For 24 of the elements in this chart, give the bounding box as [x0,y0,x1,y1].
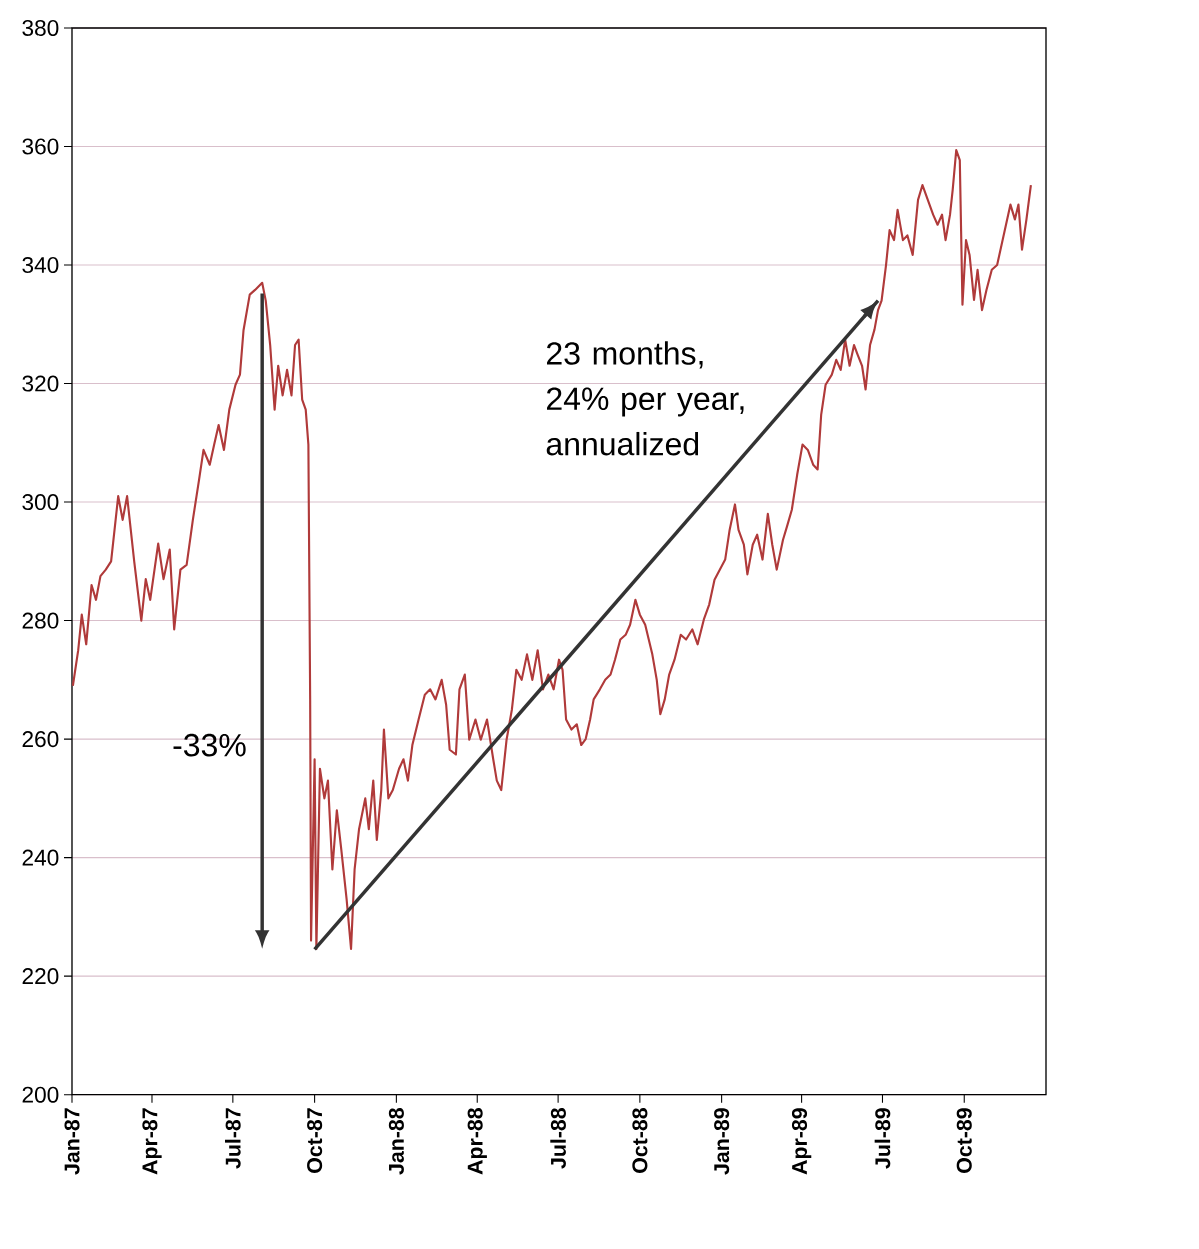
y-tick-label: 200 [22,1086,59,1103]
x-tick-label: Jul-87 [225,1108,241,1169]
x-tick-label: Apr-87 [142,1108,162,1175]
annotation: 23 months, 24% per year, annualized [546,341,744,456]
x-tick-label: Oct-87 [307,1108,323,1173]
x-tick-label: Oct-88 [632,1108,648,1173]
x-tick-label: Jan-89 [714,1108,730,1175]
x-tick-label: Oct-89 [956,1108,972,1173]
y-tick-label: 280 [22,612,59,629]
y-tick-label: 380 [22,19,59,37]
y-tick-label: 320 [22,375,59,392]
y-tick-label: 340 [22,257,59,274]
y-tick-label: 360 [22,138,59,155]
x-tick-label: Apr-89 [791,1108,812,1175]
x-tick-label: Jul-89 [874,1108,891,1169]
y-tick-label: 240 [22,849,59,866]
x-tick-label: Apr-88 [467,1108,487,1175]
y-tick-label: 220 [22,968,59,985]
annotation: -33% [173,733,246,757]
x-tick-label: Jul-88 [550,1108,566,1169]
x-tick-label: Jan-87 [64,1108,80,1175]
x-tick-label: Jan-88 [388,1108,404,1175]
y-tick-label: 300 [22,494,59,511]
y-tick-label: 260 [22,731,59,748]
